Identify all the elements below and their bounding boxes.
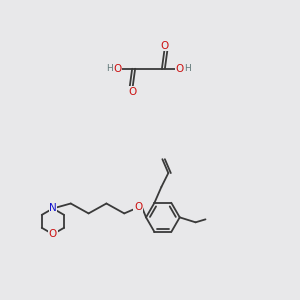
Text: O: O xyxy=(128,86,136,97)
Text: O: O xyxy=(176,64,184,74)
Text: O: O xyxy=(161,41,169,51)
Text: H: H xyxy=(106,64,113,73)
Text: N: N xyxy=(49,203,57,214)
Text: O: O xyxy=(49,229,57,239)
Text: O: O xyxy=(134,202,142,212)
Text: H: H xyxy=(184,64,191,73)
Text: O: O xyxy=(113,64,122,74)
